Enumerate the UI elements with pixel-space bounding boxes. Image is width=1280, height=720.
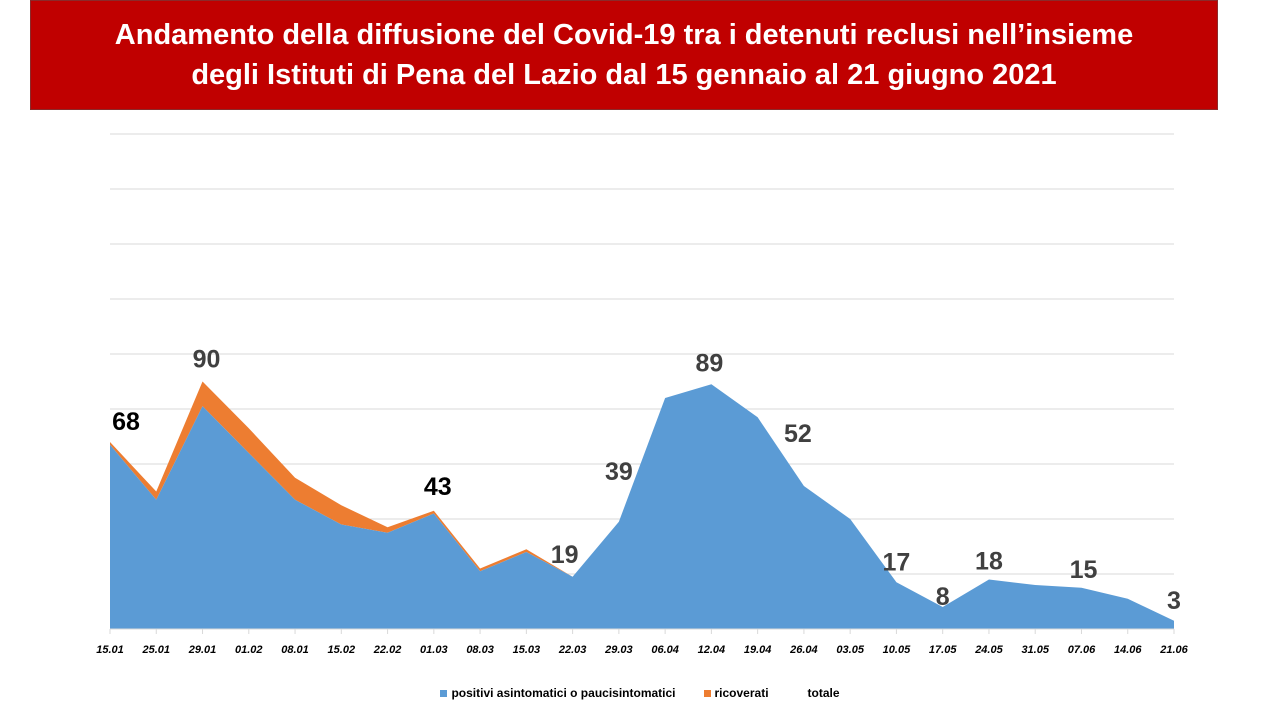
x-tick-label-25.01: 25.01 (141, 644, 170, 656)
area-series-positivi (110, 384, 1174, 629)
x-tick-label-03.05: 03.05 (836, 644, 864, 656)
data-label-26.04: 52 (784, 420, 812, 448)
x-tick-label-01.02: 01.02 (235, 644, 263, 656)
legend-label-positivi: positivi asintomatici o paucisintomatici (451, 686, 676, 700)
data-label-17.05: 8 (936, 583, 950, 611)
x-tick-label-15.02: 15.02 (328, 644, 356, 656)
x-tick-label-15.01: 15.01 (96, 644, 124, 656)
data-label-21.06: 3 (1167, 587, 1181, 615)
x-tick-label-17.05: 17.05 (929, 644, 957, 656)
x-tick-label-26.04: 26.04 (789, 644, 818, 656)
legend-swatch-positivi (440, 689, 448, 697)
area-series-ricoverati (110, 381, 1174, 621)
x-tick-label-29.03: 29.03 (604, 644, 633, 656)
legend-item-positivi: positivi asintomatici o paucisintomatici (440, 686, 676, 700)
data-label-12.04: 89 (695, 349, 723, 377)
x-tick-label-01.03: 01.03 (420, 644, 448, 656)
legend-swatch-totale (797, 690, 804, 697)
data-label-24.05: 18 (975, 548, 1003, 576)
x-tick-label-14.06: 14.06 (1114, 644, 1142, 656)
data-label-10.05: 17 (883, 548, 911, 576)
x-tick-label-19.04: 19.04 (744, 644, 772, 656)
legend-label-ricoverati: ricoverati (714, 686, 769, 700)
x-tick-label-07.06: 07.06 (1068, 644, 1096, 656)
x-tick-label-08.03: 08.03 (466, 644, 494, 656)
x-tick-label-12.04: 12.04 (698, 644, 726, 656)
legend-label-totale: totale (807, 686, 840, 700)
legend-item-ricoverati: ricoverati (703, 686, 769, 700)
x-tick-label-22.03: 22.03 (558, 644, 587, 656)
x-tick-label-15.03: 15.03 (513, 644, 541, 656)
data-label-07.06: 15 (1070, 556, 1098, 584)
x-tick-label-22.02: 22.02 (373, 644, 402, 656)
chart-title-line-2: degli Istituti di Pena del Lazio dal 15 … (191, 59, 1057, 91)
data-label-29.01: 90 (193, 346, 221, 374)
chart-title-line-1: Andamento della diffusione del Covid-19 … (114, 19, 1134, 51)
chart-legend: positivi asintomatici o paucisintomatici… (0, 684, 1280, 702)
x-tick-label-24.05: 24.05 (974, 644, 1003, 656)
x-tick-label-08.01: 08.01 (281, 644, 309, 656)
x-tick-label-10.05: 10.05 (883, 644, 911, 656)
x-tick-label-29.01: 29.01 (188, 644, 217, 656)
x-tick-label-06.04: 06.04 (651, 644, 679, 656)
legend-item-totale: totale (797, 686, 840, 700)
legend-swatch-ricoverati (703, 689, 711, 697)
data-label-01.03: 43 (424, 473, 452, 501)
data-label-22.03: 19 (551, 541, 579, 569)
data-label-15.01: 68 (112, 408, 140, 436)
title-banner: Andamento della diffusione del Covid-19 … (30, 0, 1218, 110)
x-tick-label-21.06: 21.06 (1159, 644, 1188, 656)
data-label-29.03: 39 (605, 458, 633, 486)
x-tick-label-31.05: 31.05 (1021, 644, 1049, 656)
